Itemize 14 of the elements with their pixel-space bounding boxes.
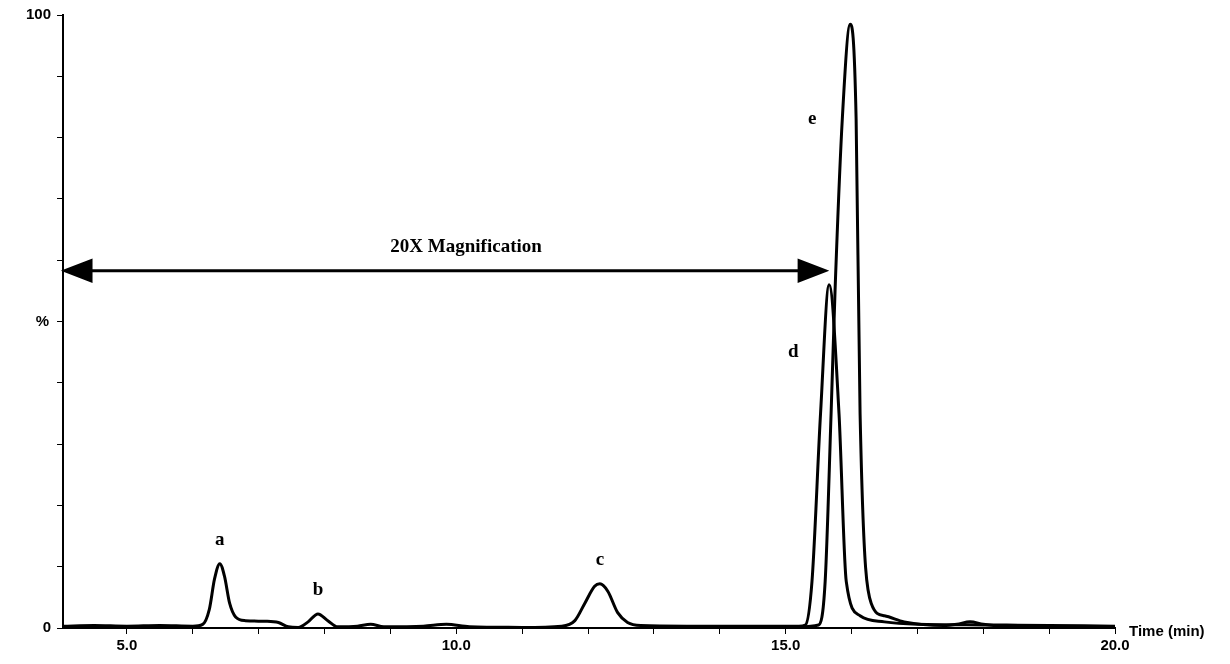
x-tick-label: 20.0	[1100, 636, 1130, 654]
annotation: e	[808, 107, 817, 129]
y-tick-label: 100	[26, 5, 52, 23]
annotation: 20X Magnification	[390, 234, 543, 256]
x-tick-label: 10.0	[441, 636, 471, 654]
annotation: d	[787, 340, 799, 362]
x-axis-title: Time (min)	[1129, 622, 1205, 640]
annotation: c	[595, 547, 605, 569]
y-tick-label: 0	[42, 618, 52, 636]
annotation: a	[215, 527, 226, 549]
annotation: b	[312, 577, 324, 599]
x-tick-label: 15.0	[771, 636, 801, 654]
x-tick-label: 5.0	[116, 636, 138, 654]
y-axis-title: %	[35, 311, 50, 329]
